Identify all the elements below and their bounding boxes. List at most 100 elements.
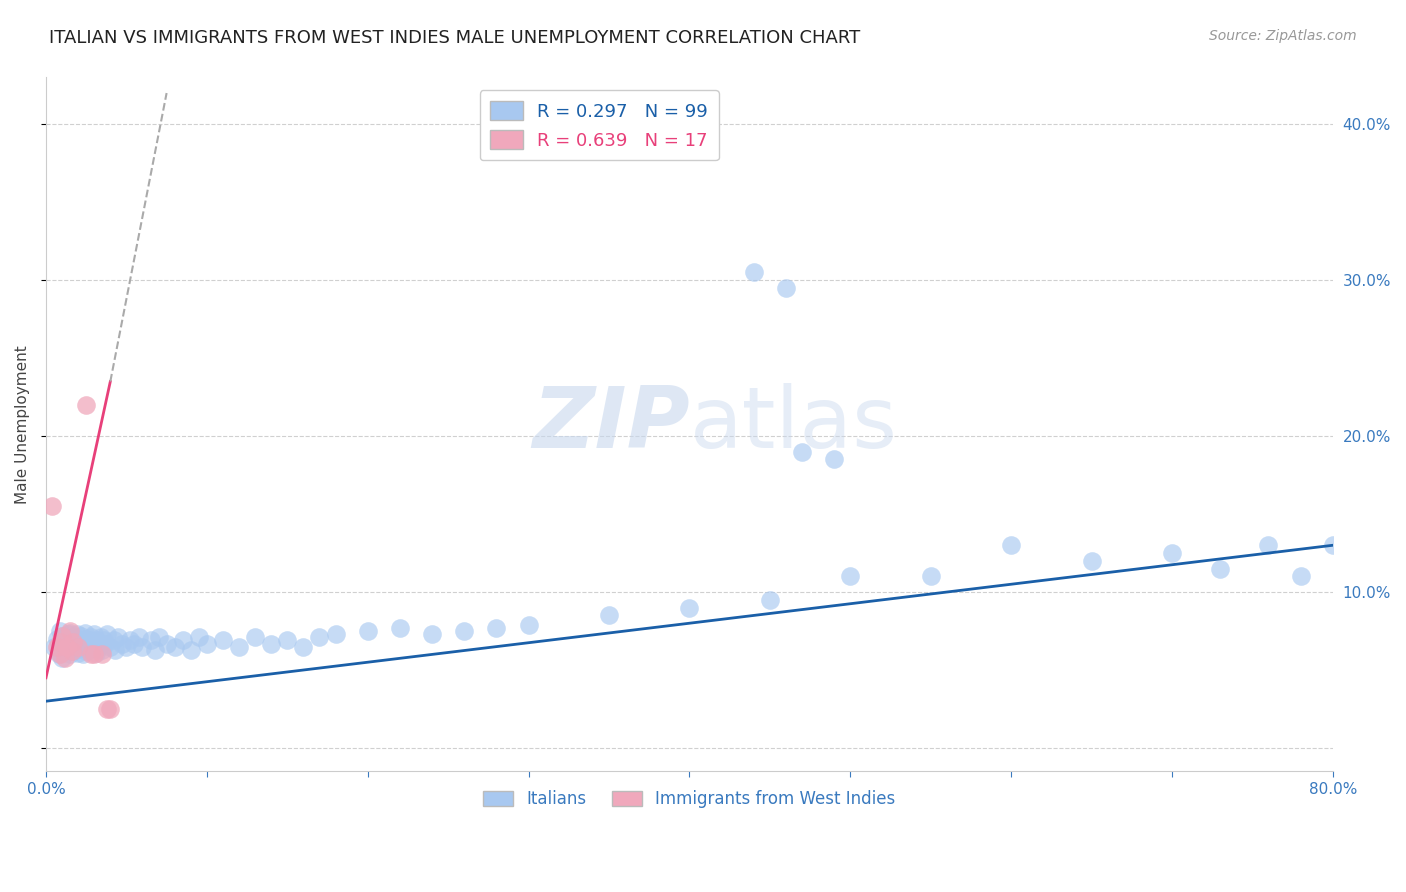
Point	[517, 617, 540, 632]
Point	[51, 629, 73, 643]
Point	[56, 642, 79, 657]
Point	[1322, 538, 1344, 552]
Point	[53, 636, 76, 650]
Point	[104, 642, 127, 657]
Point	[742, 265, 765, 279]
Point	[80, 633, 103, 648]
Point	[75, 644, 97, 658]
Point	[62, 635, 84, 649]
Point	[1161, 546, 1184, 560]
Point	[357, 624, 380, 638]
Point	[118, 633, 141, 648]
Point	[84, 646, 107, 660]
Point	[148, 630, 170, 644]
Point	[49, 624, 72, 638]
Point	[94, 636, 117, 650]
Point	[60, 644, 83, 658]
Point	[46, 640, 69, 654]
Point	[67, 640, 90, 654]
Point	[124, 636, 146, 650]
Point	[65, 627, 87, 641]
Point	[60, 644, 83, 658]
Point	[83, 627, 105, 641]
Point	[60, 632, 83, 646]
Point	[86, 633, 108, 648]
Point	[107, 630, 129, 644]
Point	[49, 648, 72, 662]
Point	[87, 640, 110, 654]
Point	[75, 398, 97, 412]
Point	[775, 281, 797, 295]
Point	[75, 632, 97, 646]
Point	[212, 633, 235, 648]
Point	[128, 630, 150, 644]
Point	[51, 629, 73, 643]
Point	[759, 592, 782, 607]
Point	[73, 625, 96, 640]
Text: ITALIAN VS IMMIGRANTS FROM WEST INDIES MALE UNEMPLOYMENT CORRELATION CHART: ITALIAN VS IMMIGRANTS FROM WEST INDIES M…	[49, 29, 860, 47]
Point	[187, 630, 209, 644]
Point	[243, 630, 266, 644]
Point	[678, 600, 700, 615]
Point	[76, 640, 98, 654]
Point	[1000, 538, 1022, 552]
Point	[58, 627, 80, 641]
Point	[91, 648, 114, 662]
Point	[62, 630, 84, 644]
Point	[195, 636, 218, 650]
Point	[67, 646, 90, 660]
Point	[90, 630, 112, 644]
Point	[48, 648, 70, 662]
Point	[598, 608, 620, 623]
Point	[172, 633, 194, 648]
Point	[143, 642, 166, 657]
Point	[59, 648, 82, 662]
Point	[91, 642, 114, 657]
Point	[139, 633, 162, 648]
Point	[325, 627, 347, 641]
Point	[98, 640, 121, 654]
Point	[103, 633, 125, 648]
Point	[73, 635, 96, 649]
Point	[420, 627, 443, 641]
Point	[98, 702, 121, 716]
Point	[163, 640, 186, 654]
Point	[70, 638, 93, 652]
Point	[453, 624, 475, 638]
Point	[51, 635, 73, 649]
Point	[72, 648, 94, 662]
Point	[80, 630, 103, 644]
Point	[260, 636, 283, 650]
Point	[790, 444, 813, 458]
Point	[67, 633, 90, 648]
Text: atlas: atlas	[689, 383, 897, 466]
Legend: Italians, Immigrants from West Indies: Italians, Immigrants from West Indies	[477, 784, 903, 815]
Point	[96, 702, 118, 716]
Text: Source: ZipAtlas.com: Source: ZipAtlas.com	[1209, 29, 1357, 44]
Point	[70, 629, 93, 643]
Point	[131, 640, 153, 654]
Point	[115, 640, 138, 654]
Point	[56, 633, 79, 648]
Y-axis label: Male Unemployment: Male Unemployment	[15, 345, 30, 504]
Point	[96, 627, 118, 641]
Point	[80, 648, 103, 662]
Point	[93, 633, 115, 648]
Point	[59, 625, 82, 640]
Point	[823, 452, 845, 467]
Point	[49, 635, 72, 649]
Point	[63, 633, 86, 648]
Point	[63, 642, 86, 657]
Point	[53, 630, 76, 644]
Point	[69, 632, 91, 646]
Point	[308, 630, 330, 644]
Point	[155, 636, 177, 650]
Point	[228, 640, 250, 654]
Point	[920, 569, 942, 583]
Point	[46, 632, 69, 646]
Point	[292, 640, 315, 654]
Point	[180, 642, 202, 657]
Point	[69, 641, 91, 656]
Point	[52, 644, 75, 658]
Point	[59, 635, 82, 649]
